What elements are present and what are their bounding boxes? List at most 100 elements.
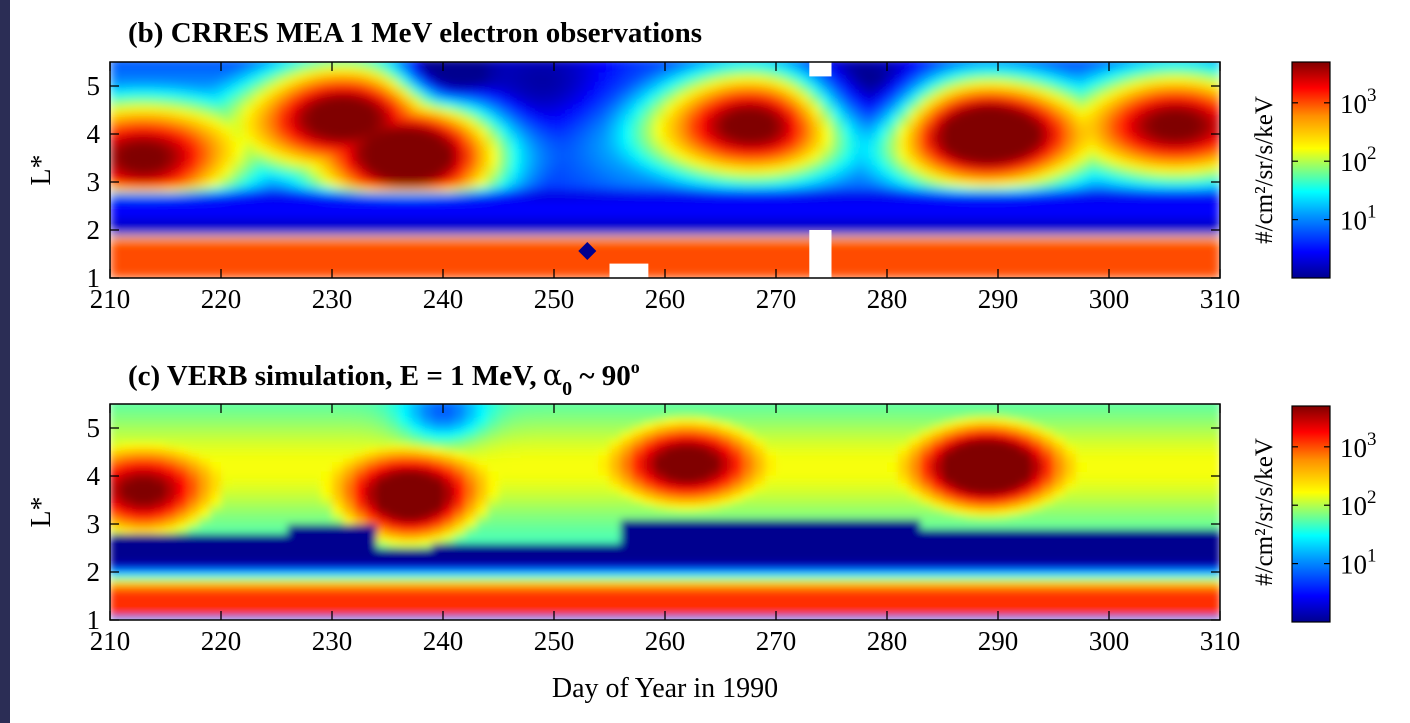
- heatmap-cell: [332, 110, 344, 116]
- heatmap-cell: [920, 90, 932, 97]
- heatmap-cell: [243, 138, 255, 145]
- heatmap-cell: [809, 81, 821, 87]
- heatmap-cell: [1009, 254, 1021, 260]
- heatmap-cell: [187, 129, 200, 135]
- heatmap-cell: [842, 95, 855, 101]
- heatmap-cell: [520, 249, 533, 255]
- heatmap-cell: [509, 124, 522, 130]
- heatmap-cell: [942, 177, 955, 183]
- heatmap-cell: [776, 148, 788, 154]
- heatmap-cell: [165, 81, 178, 87]
- heatmap-cell: [1042, 263, 1055, 269]
- heatmap-cell: [154, 461, 167, 467]
- heatmap-cell: [409, 148, 422, 154]
- heatmap-cell: [909, 268, 921, 274]
- heatmap-cell: [132, 129, 144, 135]
- heatmap-cell: [320, 86, 333, 92]
- heatmap-cell: [531, 90, 544, 97]
- heatmap-cell: [542, 76, 555, 82]
- heatmap-cell: [265, 100, 278, 106]
- heatmap-cell: [209, 162, 222, 169]
- heatmap-cell: [143, 263, 155, 269]
- heatmap-cell: [1053, 244, 1066, 250]
- heatmap-cell: [642, 225, 655, 231]
- heatmap-cell: [165, 66, 178, 73]
- heatmap-cell: [1020, 268, 1032, 274]
- heatmap-cell: [731, 134, 744, 140]
- heatmap-cell: [998, 129, 1010, 135]
- heatmap-cell: [110, 201, 122, 207]
- heatmap-cell: [132, 432, 144, 439]
- heatmap-cell: [753, 81, 766, 87]
- heatmap-cell: [898, 239, 910, 245]
- heatmap-cell: [1186, 201, 1199, 207]
- heatmap-cell: [332, 66, 344, 73]
- heatmap-cell: [820, 90, 833, 97]
- heatmap-cell: [320, 254, 333, 260]
- heatmap-cell: [709, 162, 722, 169]
- heatmap-cell: [864, 186, 877, 193]
- heatmap-cell: [964, 162, 977, 169]
- heatmap-cell: [165, 177, 178, 183]
- heatmap-cell: [298, 167, 311, 173]
- heatmap-cell: [998, 162, 1010, 169]
- heatmap-cell: [165, 244, 178, 250]
- heatmap-cell: [764, 244, 777, 250]
- heatmap-cell: [209, 110, 222, 116]
- heatmap-cell: [875, 263, 888, 269]
- heatmap-cell: [909, 230, 921, 236]
- heatmap-cell: [964, 138, 977, 145]
- heatmap-cell: [232, 177, 244, 183]
- heatmap-cell: [787, 76, 799, 82]
- heatmap-cell: [132, 95, 144, 101]
- heatmap-cell: [554, 201, 566, 207]
- heatmap-cell: [176, 404, 189, 410]
- heatmap-cell: [565, 162, 577, 169]
- heatmap-cell: [110, 90, 122, 97]
- heatmap-cell: [1153, 124, 1166, 130]
- heatmap-cell: [1208, 76, 1220, 82]
- heatmap-cell: [143, 528, 155, 535]
- heatmap-cell: [176, 114, 189, 121]
- heatmap-cell: [1186, 196, 1199, 202]
- heatmap-cell: [986, 177, 999, 183]
- heatmap-cell: [165, 567, 178, 573]
- heatmap-cell: [232, 239, 244, 245]
- heatmap-cell: [953, 244, 966, 250]
- heatmap-cell: [875, 191, 888, 197]
- heatmap-cell: [209, 143, 222, 149]
- heatmap-cell: [320, 110, 333, 116]
- heatmap-cell: [1064, 172, 1077, 178]
- heatmap-cell: [831, 95, 844, 101]
- heatmap-cell: [1120, 239, 1132, 245]
- heatmap-cell: [887, 110, 899, 116]
- heatmap-cell: [1131, 110, 1143, 116]
- heatmap-cell: [798, 258, 810, 265]
- heatmap-cell: [698, 153, 710, 159]
- heatmap-cell: [1075, 76, 1088, 82]
- heatmap-cell: [942, 162, 955, 169]
- heatmap-cell: [665, 254, 677, 260]
- heatmap-cell: [620, 225, 633, 231]
- heatmap-cell: [154, 244, 167, 250]
- heatmap-cell: [265, 66, 278, 73]
- heatmap-cell: [787, 62, 799, 68]
- heatmap-cell: [1131, 81, 1143, 87]
- heatmap-cell: [998, 201, 1010, 207]
- heatmap-cell: [309, 62, 322, 68]
- heatmap-cell: [576, 177, 588, 183]
- heatmap-cell: [154, 456, 167, 463]
- heatmap-cell: [121, 581, 133, 587]
- heatmap-cell: [332, 191, 344, 197]
- heatmap-cell: [110, 533, 122, 539]
- heatmap-cell: [731, 167, 744, 173]
- heatmap-cell: [165, 596, 178, 602]
- heatmap-cell: [1009, 201, 1021, 207]
- heatmap-cell: [320, 210, 333, 217]
- heatmap-cell: [498, 143, 511, 149]
- heatmap-cell: [676, 220, 688, 226]
- heatmap-cell: [1175, 220, 1188, 226]
- heatmap-cell: [265, 110, 278, 116]
- heatmap-cell: [176, 81, 189, 87]
- heatmap-cell: [709, 273, 722, 278]
